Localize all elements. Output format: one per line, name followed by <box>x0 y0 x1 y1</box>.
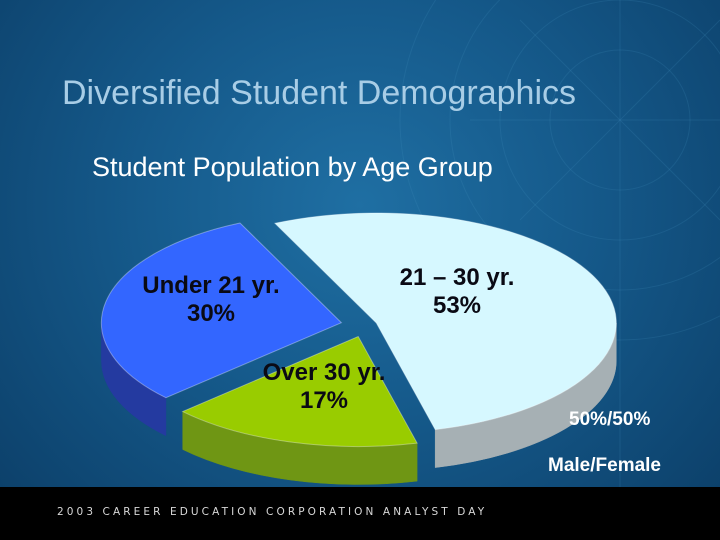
pie-slice-under-21-yr <box>100 222 343 399</box>
slice-value-under-21: 30% <box>186 300 236 327</box>
slice-value-over-30: 17% <box>299 387 349 414</box>
slide-title: Diversified Student Demographics <box>62 74 577 112</box>
pie-top-faces <box>100 212 617 447</box>
slice-label-21-30: 21 – 30 yr. 53% <box>374 264 540 320</box>
slice-name-over-30: Over 30 yr. <box>262 359 386 386</box>
chart-title: Student Population by Age Group <box>92 152 493 182</box>
pie-slice-21-30-yr <box>273 212 617 431</box>
slice-label-under-21: Under 21 yr. 30% <box>116 272 306 328</box>
slice-name-21-30: 21 – 30 yr. <box>399 264 515 291</box>
footer-bar: 2003 CAREER EDUCATION CORPORATION ANALYS… <box>0 487 720 540</box>
pie-chart <box>100 212 617 485</box>
slice-label-over-30: Over 30 yr. 17% <box>240 359 408 415</box>
gender-ratio-caption: Male/Female <box>548 455 661 476</box>
gender-ratio-annotation: 50%/50% <box>569 409 651 430</box>
pie-slice-over-30-yr <box>181 335 418 447</box>
slice-name-under-21: Under 21 yr. <box>142 272 280 299</box>
slice-value-21-30: 53% <box>432 292 482 319</box>
footer-text: 2003 CAREER EDUCATION CORPORATION ANALYS… <box>57 506 488 518</box>
